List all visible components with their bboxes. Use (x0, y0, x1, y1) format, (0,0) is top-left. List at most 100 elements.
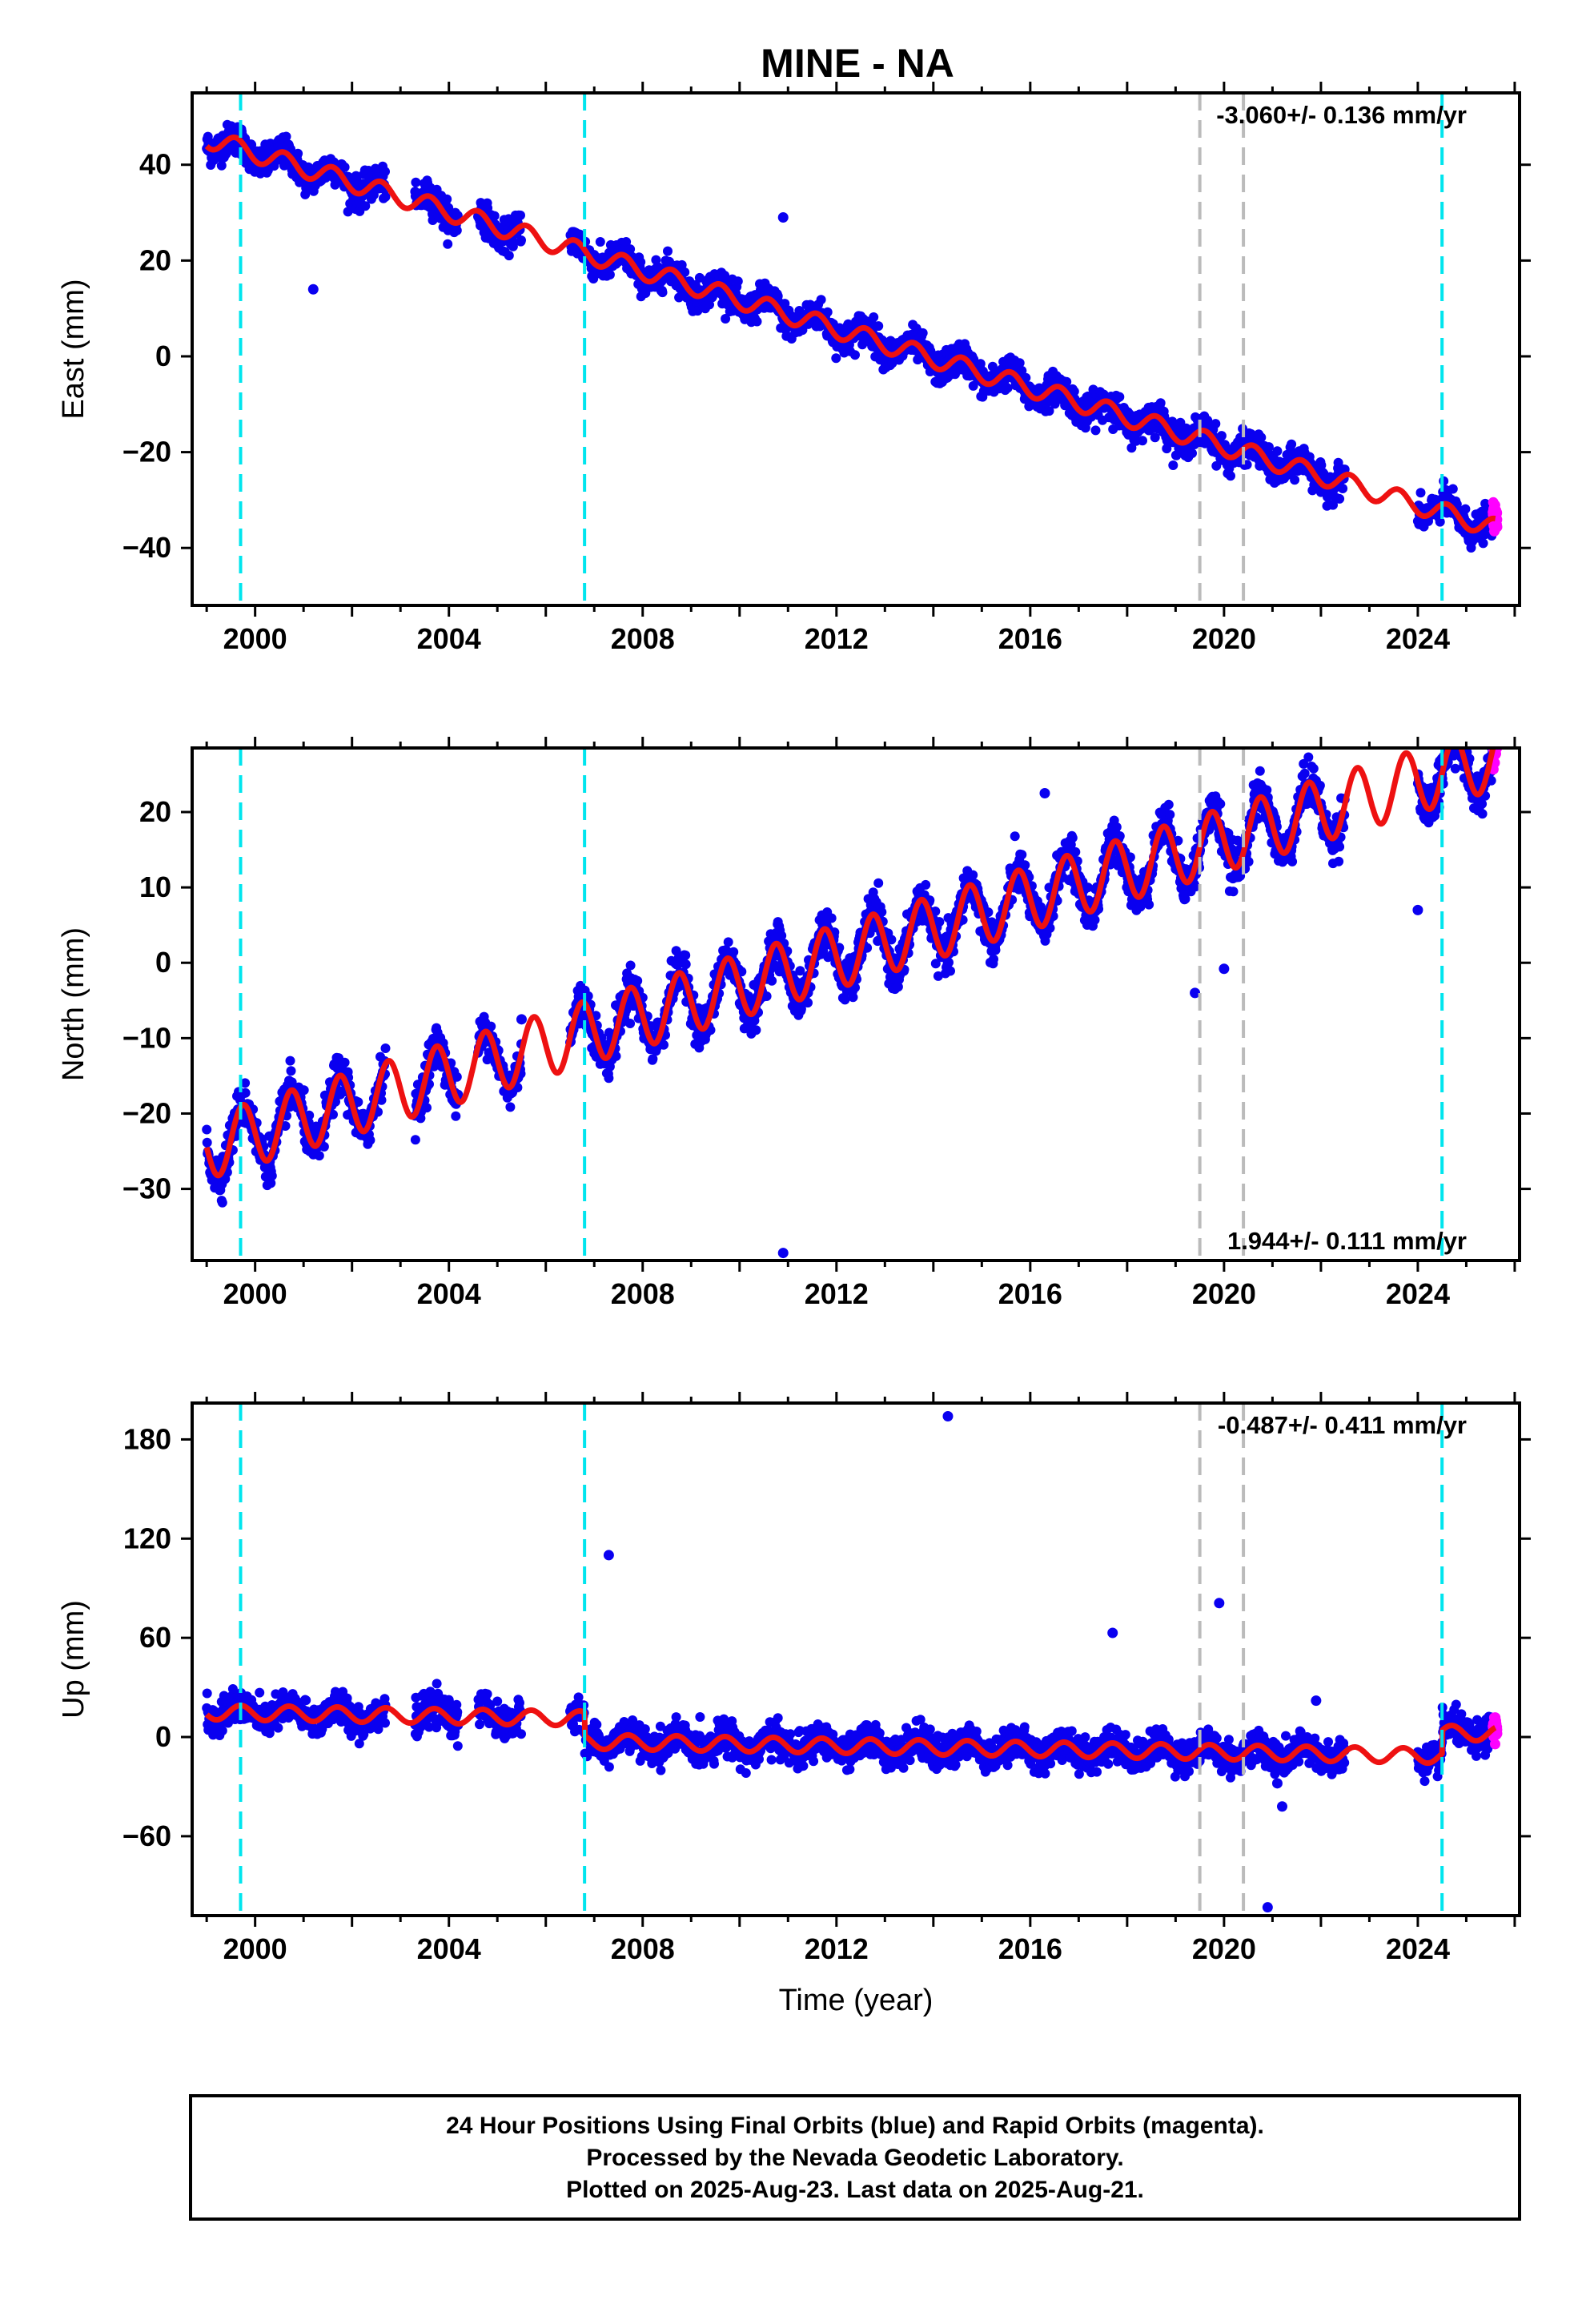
rapid-point (1492, 521, 1503, 533)
data-point (281, 131, 291, 142)
data-point (442, 194, 452, 204)
data-point (217, 1197, 227, 1208)
data-point (1067, 833, 1078, 843)
rate-label: -3.060+/- 0.136 mm/yr (1216, 101, 1467, 129)
data-point (680, 267, 690, 277)
x-tick-label: 2012 (805, 622, 869, 655)
data-point (751, 1025, 761, 1035)
x-tick-label: 2000 (223, 622, 287, 655)
data-point (267, 1171, 277, 1181)
data-point (625, 1019, 636, 1028)
data-point (380, 1043, 391, 1053)
data-point (873, 878, 884, 888)
data-point (1138, 436, 1147, 446)
data-point (1187, 448, 1197, 458)
data-point (411, 177, 421, 187)
data-point (1415, 488, 1426, 498)
y-tick-label: 20 (139, 243, 171, 276)
data-point (216, 160, 227, 171)
panel-east: 2000 2004 2008 2012 2016 2020 2024−40−2002040E… (57, 82, 1531, 655)
y-axis-label: East (mm) (57, 279, 90, 419)
data-point (314, 1151, 324, 1161)
data-point (1335, 493, 1345, 504)
data-point (677, 259, 687, 270)
data-point (721, 314, 731, 324)
data-point (720, 271, 730, 280)
x-tick-label: 2020 (1192, 622, 1256, 655)
data-point (663, 246, 673, 256)
data-point (831, 353, 841, 364)
data-point (451, 1111, 461, 1121)
data-point (1070, 846, 1081, 857)
data-point (989, 954, 998, 964)
y-tick-label: 0 (155, 340, 171, 372)
data-point (1460, 504, 1471, 514)
data-point (681, 950, 691, 960)
data-point (1216, 431, 1227, 441)
data-point (516, 210, 525, 220)
data-point (1226, 471, 1235, 481)
data-point (752, 316, 762, 327)
data-point (657, 287, 668, 298)
data-point (1439, 476, 1449, 486)
data-point (1447, 484, 1458, 494)
data-point (944, 957, 954, 967)
data-point (360, 201, 371, 211)
data-point (946, 966, 955, 976)
y-tick-label: −20 (122, 436, 171, 468)
data-point (968, 870, 978, 880)
data-point (516, 235, 526, 245)
data-point (1168, 460, 1178, 470)
data-point (705, 300, 714, 310)
data-point (293, 148, 303, 159)
data-point (1114, 392, 1125, 402)
data-point (767, 975, 777, 986)
x-tick-label: 2008 (611, 622, 675, 655)
data-point (452, 1072, 462, 1082)
data-point (1150, 432, 1160, 443)
data-point (1144, 899, 1154, 910)
data-point (1272, 446, 1283, 456)
data-point (202, 1137, 212, 1148)
data-point (934, 917, 945, 927)
data-point (489, 211, 500, 221)
data-point (339, 1057, 350, 1068)
data-point (625, 960, 636, 971)
data-point (1111, 822, 1122, 832)
data-point (1135, 902, 1146, 912)
data-point (1090, 915, 1100, 925)
data-point (873, 321, 884, 332)
data-point (505, 1102, 516, 1112)
data-point (723, 937, 733, 947)
chart-title: MINE - NA (761, 41, 954, 86)
data-point (850, 350, 860, 360)
data-point (604, 270, 615, 279)
data-point (840, 995, 850, 1005)
y-tick-label: −40 (122, 531, 171, 564)
data-point (1290, 475, 1300, 485)
plot-content (202, 93, 1503, 605)
x-tick-label: 2024 (1386, 622, 1450, 655)
data-point (343, 207, 353, 217)
data-point (848, 992, 858, 1003)
data-point (380, 167, 390, 177)
data-point (286, 1066, 296, 1076)
data-point (917, 328, 928, 338)
data-point (816, 295, 826, 305)
data-point (621, 237, 632, 247)
data-point (1010, 831, 1020, 842)
data-point (1155, 398, 1166, 408)
data-point (729, 947, 739, 957)
x-tick-label: 2016 (998, 622, 1062, 655)
data-point (921, 879, 931, 890)
outlier-point (307, 283, 319, 295)
y-tick-label: 40 (139, 148, 171, 181)
data-point (1478, 538, 1488, 549)
data-point (1338, 484, 1348, 493)
data-point (990, 945, 1001, 955)
data-point (681, 959, 691, 970)
data-point (504, 251, 514, 261)
panel-north: 2000 2004 2008 2012 2016 2020 2024−30−20−10010… (57, 737, 1531, 1310)
data-point (443, 239, 453, 249)
